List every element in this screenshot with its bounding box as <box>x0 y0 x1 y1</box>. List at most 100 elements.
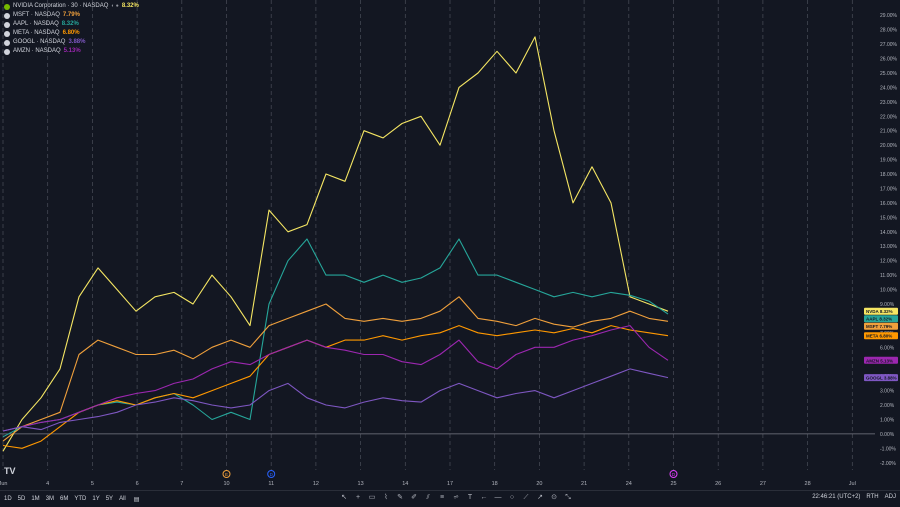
circle-icon[interactable]: ○ <box>509 494 515 501</box>
x-tick-label: 4 <box>46 481 49 487</box>
brush-icon[interactable]: ✎ <box>397 494 403 501</box>
y-tick-label: 20.00% <box>880 143 898 149</box>
timeframe-button[interactable]: 5D <box>17 496 26 502</box>
session-toggle[interactable]: RTH <box>866 494 879 500</box>
legend-main-title: NVIDIA Corporation · 30 · NASDAQ <box>13 3 109 9</box>
goto-date-icon[interactable]: ▤ <box>133 496 140 503</box>
arrow-left-icon[interactable]: ← <box>480 494 488 501</box>
legend-item[interactable]: GOOGL · NASDAQ 3.88% <box>4 38 139 47</box>
pen-icon[interactable]: ✐ <box>411 494 417 501</box>
horizontal-line-icon[interactable]: — <box>494 494 502 501</box>
y-tick-label: 9.00% <box>880 302 895 308</box>
timeframe-button[interactable]: 3M <box>45 496 55 502</box>
event-marker-icon[interactable] <box>669 470 678 478</box>
x-tick-label: 5 <box>91 481 94 487</box>
legend-main-row[interactable]: NVIDIA Corporation · 30 · NASDAQ ◐ ● 8.3… <box>4 2 139 11</box>
text-icon[interactable]: T <box>467 494 473 501</box>
y-tick-label: 22.00% <box>880 114 898 120</box>
timeframe-button[interactable]: 1D <box>4 496 12 502</box>
legend-item[interactable]: AAPL · NASDAQ 8.32% <box>4 20 139 29</box>
price-label-text: AAPL 8.32% <box>866 317 892 322</box>
x-tick-label: 6 <box>136 481 139 487</box>
legend-main-pct: 8.32% <box>121 3 139 9</box>
legend-item-title: META · NASDAQ <box>13 30 60 36</box>
x-tick-label: Jul <box>849 481 856 487</box>
symbol-logo-icon <box>4 48 10 55</box>
legend-item-pct: 3.88% <box>68 39 86 45</box>
legend-item[interactable]: MSFT · NASDAQ 7.79% <box>4 11 139 20</box>
pin-icon[interactable]: ⊙ <box>551 494 557 501</box>
x-tick-label: 12 <box>313 481 319 487</box>
y-tick-label: 25.00% <box>880 71 898 77</box>
y-tick-label: 11.00% <box>880 273 897 279</box>
x-tick-label: 26 <box>715 481 721 487</box>
rectangle-icon[interactable]: ▭ <box>368 494 376 501</box>
legend-item[interactable]: AMZN · NASDAQ 5.13% <box>4 47 139 56</box>
y-tick-label: 26.00% <box>880 57 898 63</box>
pitchfork-icon[interactable]: ⩫ <box>453 494 459 501</box>
measure-icon[interactable]: ⤡ <box>565 494 571 501</box>
adj-toggle[interactable]: ADJ <box>884 494 896 500</box>
price-label-bg <box>864 322 898 330</box>
symbol-logo-icon <box>4 12 10 19</box>
timeframe-button[interactable]: 1M <box>31 496 40 502</box>
series-line-amzn <box>2 325 669 432</box>
y-tick-label: 17.00% <box>880 186 898 192</box>
crosshair-icon[interactable]: + <box>355 494 361 501</box>
x-tick-label: 11 <box>268 481 274 487</box>
event-marker-icon[interactable] <box>222 470 231 478</box>
timeframe-button[interactable]: 5Y <box>105 496 114 502</box>
y-tick-label: 18.00% <box>880 172 898 178</box>
chart-canvas[interactable]: Jun 4 5 6 7 10 11 12 13 14 17 18 20 21 24 25 26 27 28 Jul -2… <box>0 0 900 490</box>
series-line-googl <box>2 368 669 432</box>
legend-item-title: GOOGL · NASDAQ <box>13 39 66 45</box>
timeframe-button[interactable]: 6M <box>60 496 69 502</box>
x-tick-label: 10 <box>223 481 229 487</box>
price-label-bg <box>864 374 898 382</box>
x-tick-label: 14 <box>402 481 408 487</box>
y-tick-label: 13.00% <box>880 244 898 250</box>
x-tick-label: 27 <box>760 481 766 487</box>
legend-item-title: AMZN · NASDAQ <box>13 48 61 54</box>
y-tick-label: 2.00% <box>880 403 895 409</box>
symbol-logo-icon <box>4 21 10 28</box>
y-tick-label: 12.00% <box>880 259 898 265</box>
y-tick-label: 10.00% <box>880 288 898 294</box>
timeframe-button[interactable]: YTD <box>74 496 87 502</box>
path-icon[interactable]: ⌇ <box>384 494 388 501</box>
drawing-tools: ↖ + ▭ ⌇ ✎ ✐ ⫽ ≡ ⩫ T ← — ○ ⟋ ↗ ⊙ ⤡ <box>340 494 572 502</box>
x-tick-label: Jun <box>0 481 7 487</box>
x-tick-label: 7 <box>180 481 183 487</box>
legend-item-pct: 5.13% <box>63 48 81 54</box>
legend-item[interactable]: META · NASDAQ 6.80% <box>4 29 139 38</box>
cursor-icon[interactable]: ↖ <box>341 494 347 501</box>
trend-icon[interactable]: ⟋ <box>523 494 529 501</box>
event-marker-label: D <box>270 472 274 477</box>
bottom-toolbar: 1D 5D 1M 3M 6M YTD 1Y 5Y All ▤ ↖ + ▭ ⌇ ✎ ✐ ⫽ ≡ ⩫… <box>0 490 900 507</box>
y-tick-label: -1.00% <box>880 446 896 452</box>
y-tick-label: 0.00% <box>880 432 895 438</box>
x-tick-label: 17 <box>447 481 453 487</box>
price-label-bg <box>864 356 898 364</box>
timeframe-button[interactable]: All <box>119 496 126 502</box>
legend-main-controls[interactable]: ◐ ● <box>111 3 119 9</box>
timeframe-button[interactable]: 1Y <box>92 496 100 502</box>
fib-icon[interactable]: ≡ <box>439 494 445 501</box>
price-label-text: AMZN 5.13% <box>866 358 893 363</box>
y-tick-label: 29.00% <box>880 13 898 19</box>
channel-icon[interactable]: ⫽ <box>426 494 430 501</box>
price-label-text: GOOGL 3.88% <box>866 376 897 381</box>
x-tick-label: 21 <box>581 481 587 487</box>
price-label-bg <box>864 332 898 340</box>
y-tick-label: 24.00% <box>880 85 898 91</box>
y-tick-label: 28.00% <box>880 28 898 34</box>
price-label-text: META 6.80% <box>866 334 892 339</box>
clock-time[interactable]: 22:46:21 (UTC+2) <box>812 494 861 500</box>
symbol-logo-icon <box>4 39 10 46</box>
ray-icon[interactable]: ↗ <box>537 494 543 501</box>
y-tick-label: 14.00% <box>880 230 898 236</box>
x-tick-label: 18 <box>492 481 498 487</box>
event-marker-label: E <box>225 472 228 477</box>
x-tick-label: 20 <box>536 481 542 487</box>
event-marker-icon[interactable] <box>267 470 276 478</box>
